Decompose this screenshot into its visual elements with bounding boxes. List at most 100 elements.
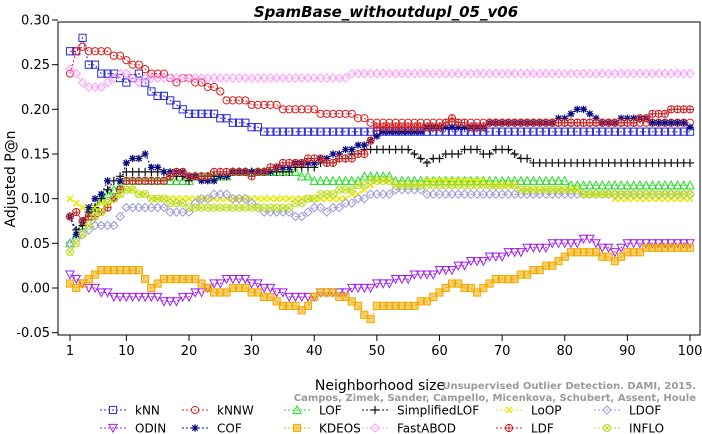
data-point xyxy=(680,119,688,127)
data-point xyxy=(598,190,607,199)
data-point xyxy=(346,175,357,185)
data-point xyxy=(210,177,218,185)
data-point xyxy=(497,189,507,200)
y-tick-label: 0.15 xyxy=(21,148,50,163)
legend-item-simplifiedlof: SimplifiedLOF xyxy=(362,404,479,418)
data-point xyxy=(572,239,583,249)
data-point xyxy=(321,73,332,83)
legend-item-ldof: LDOF xyxy=(594,404,661,418)
data-point xyxy=(127,292,138,303)
legend-label: kNNW xyxy=(217,404,254,418)
data-point xyxy=(140,292,151,303)
data-point xyxy=(459,68,470,79)
data-point xyxy=(221,274,232,285)
data-point xyxy=(404,145,413,154)
data-point xyxy=(366,176,375,185)
data-point xyxy=(391,181,400,190)
data-point xyxy=(528,68,539,79)
data-point xyxy=(591,248,601,257)
data-point xyxy=(303,73,313,83)
data-point xyxy=(516,185,526,194)
data-point xyxy=(409,184,420,195)
legend-item-cof: COF xyxy=(182,422,242,434)
data-point xyxy=(678,68,689,79)
data-point xyxy=(685,243,695,252)
data-point xyxy=(159,194,169,203)
data-point xyxy=(490,252,501,262)
data-point xyxy=(516,68,526,79)
data-point xyxy=(284,292,295,303)
plot-frame xyxy=(57,21,701,336)
data-point xyxy=(328,73,338,83)
data-point xyxy=(528,189,539,200)
data-point xyxy=(529,185,538,194)
data-point xyxy=(234,73,244,83)
data-point xyxy=(253,100,262,109)
data-point xyxy=(534,68,545,79)
data-point xyxy=(365,283,376,294)
data-point xyxy=(347,154,356,163)
data-point xyxy=(247,172,256,181)
data-point xyxy=(360,141,368,149)
data-point xyxy=(578,234,589,245)
data-point xyxy=(84,274,93,284)
data-point xyxy=(297,158,306,168)
data-point xyxy=(266,195,274,203)
data-point xyxy=(147,283,156,293)
data-point xyxy=(685,105,695,114)
data-point xyxy=(484,252,495,262)
data-point xyxy=(347,109,356,118)
data-point xyxy=(90,283,100,294)
data-point xyxy=(328,288,338,297)
data-point xyxy=(678,180,689,190)
data-point xyxy=(460,123,469,131)
data-point xyxy=(660,239,670,249)
data-point xyxy=(153,194,162,203)
data-point xyxy=(497,252,508,262)
data-point xyxy=(272,163,281,172)
data-point xyxy=(591,127,601,136)
data-point xyxy=(353,68,363,79)
data-point xyxy=(359,283,370,294)
data-point xyxy=(159,202,169,213)
data-point xyxy=(253,73,263,83)
data-point xyxy=(140,73,150,83)
data-point xyxy=(634,180,645,190)
data-point xyxy=(203,82,212,92)
data-point xyxy=(573,105,581,113)
data-point xyxy=(366,127,375,136)
data-point xyxy=(103,185,112,194)
data-point xyxy=(485,279,494,288)
data-point xyxy=(604,127,613,136)
data-point xyxy=(216,114,225,123)
data-point xyxy=(177,292,188,303)
watermark-line-1: Unsupervised Outlier Detection. DAMI, 20… xyxy=(442,381,696,392)
data-point xyxy=(172,100,181,109)
data-point xyxy=(366,136,375,145)
data-point xyxy=(171,297,182,307)
data-point xyxy=(203,109,212,118)
data-point xyxy=(534,243,545,253)
data-point xyxy=(265,207,276,217)
data-point xyxy=(566,189,576,200)
series-line xyxy=(69,46,690,124)
data-point xyxy=(228,203,237,212)
data-point xyxy=(378,68,388,79)
data-point xyxy=(134,190,143,199)
data-point xyxy=(159,69,169,78)
data-point xyxy=(409,68,420,79)
data-point xyxy=(247,203,256,212)
data-point xyxy=(479,181,488,190)
data-point xyxy=(504,127,513,136)
data-point xyxy=(334,288,345,298)
data-point xyxy=(196,288,207,298)
x-axis-label: Neighborhood size xyxy=(315,378,445,394)
data-point xyxy=(234,203,244,212)
data-point xyxy=(121,202,132,213)
data-point xyxy=(72,207,81,217)
data-point xyxy=(379,128,387,136)
data-point xyxy=(366,118,375,127)
series-fastabod xyxy=(65,64,695,92)
data-point xyxy=(127,202,138,213)
data-point xyxy=(134,266,143,275)
